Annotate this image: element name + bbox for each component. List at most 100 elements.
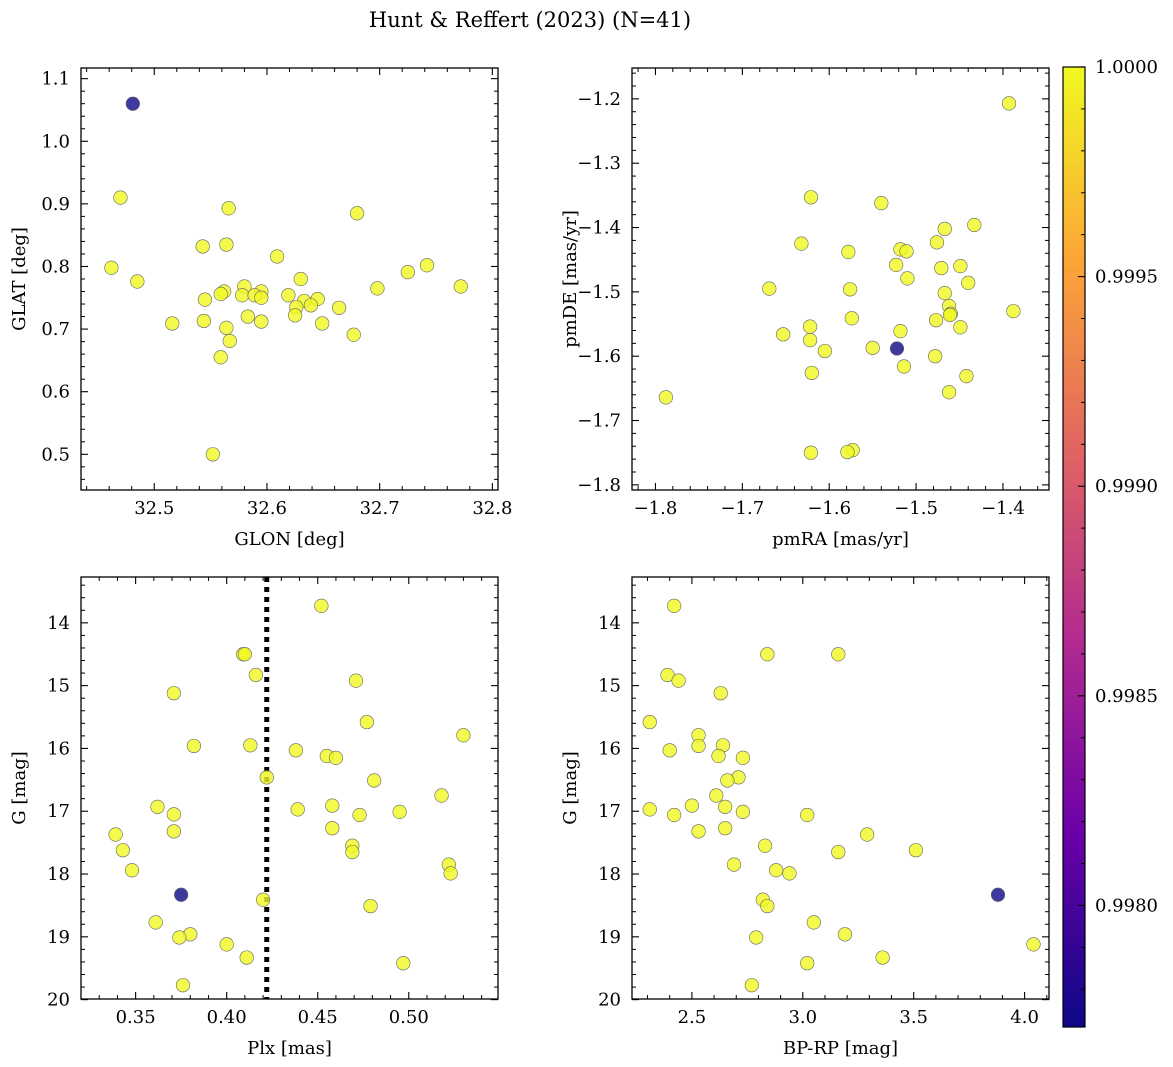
- data-point: [348, 673, 364, 688]
- data-point: [684, 798, 699, 813]
- data-point: [443, 866, 458, 881]
- y-tick-label: 1.0: [41, 131, 70, 152]
- y-tick-label: −1.2: [577, 89, 621, 110]
- data-point: [760, 647, 775, 662]
- data-point: [104, 260, 119, 275]
- data-point: [125, 96, 140, 111]
- data-point: [130, 274, 145, 289]
- x-tick-label: −1.7: [720, 498, 764, 519]
- x-tick-label: −1.5: [894, 498, 938, 519]
- panel-2: −1.8 −1.7 −1.6 −1.5 −1.4 −1.8 −1.7 −1.6 −1.5 −1.4…: [560, 67, 1050, 550]
- data-point: [219, 937, 234, 952]
- data-point: [691, 738, 706, 754]
- data-point: [908, 843, 924, 858]
- data-point: [744, 978, 759, 993]
- data-point: [875, 950, 890, 965]
- data-point: [363, 898, 378, 914]
- y-axis-label: pmDE [mas/yr]: [560, 210, 581, 348]
- data-point: [726, 857, 742, 872]
- data-point: [396, 956, 411, 971]
- y-tick-label: 16: [598, 738, 621, 759]
- data-point: [172, 930, 187, 945]
- data-point: [175, 978, 191, 993]
- data-point: [662, 743, 677, 758]
- data-point: [831, 844, 846, 860]
- axes-frame: [631, 67, 1050, 491]
- data-point: [237, 647, 252, 662]
- data-point: [900, 271, 915, 286]
- data-point: [709, 788, 724, 803]
- y-axis-label: G [mag]: [9, 751, 30, 824]
- data-point: [803, 445, 819, 460]
- data-point: [837, 927, 853, 942]
- data-point: [195, 239, 210, 254]
- data-point: [352, 807, 367, 823]
- data-point: [240, 309, 255, 324]
- x-tick-label: 32.6: [247, 498, 287, 519]
- y-tick-label: 0.6: [41, 382, 70, 403]
- data-point: [953, 259, 968, 274]
- data-point: [782, 866, 797, 881]
- x-axis-label: pmRA [mas/yr]: [772, 529, 909, 550]
- y-tick-label: 0.8: [41, 256, 70, 277]
- x-tick-label: 3.5: [899, 1007, 928, 1028]
- data-point: [735, 804, 751, 819]
- data-point: [248, 667, 263, 683]
- data-point: [325, 821, 340, 836]
- y-tick-label: 14: [598, 613, 621, 634]
- colorbar-tick-label: 0.9985: [1095, 686, 1158, 707]
- data-point: [941, 385, 957, 400]
- data-point: [937, 286, 952, 301]
- data-point: [691, 824, 706, 839]
- data-point: [800, 807, 815, 823]
- data-point: [865, 340, 880, 355]
- data-point: [959, 369, 974, 384]
- data-point: [942, 307, 958, 323]
- data-point: [749, 930, 764, 945]
- data-point: [243, 738, 258, 753]
- data-point: [776, 327, 791, 342]
- data-point: [896, 359, 912, 374]
- data-point: [760, 898, 775, 914]
- y-tick-label: 0.7: [41, 319, 70, 340]
- data-point: [259, 770, 274, 785]
- data-point: [1001, 96, 1017, 111]
- data-point: [290, 802, 305, 817]
- y-tick-label: 15: [598, 676, 621, 697]
- y-tick-label: 20: [47, 990, 70, 1011]
- y-tick-label: −1.4: [577, 218, 621, 239]
- data-point: [844, 311, 859, 326]
- x-tick-label: −1.8: [634, 498, 678, 519]
- data-point: [889, 341, 905, 356]
- data-point: [831, 647, 846, 662]
- data-point: [400, 265, 415, 280]
- data-point: [197, 292, 213, 307]
- data-point: [255, 892, 271, 907]
- y-tick-label: 20: [598, 990, 621, 1011]
- data-point: [148, 915, 163, 930]
- data-point: [270, 249, 285, 264]
- x-tick-label: 0.40: [207, 1007, 247, 1028]
- data-point: [967, 217, 982, 233]
- data-point: [239, 950, 254, 965]
- data-point: [325, 798, 340, 813]
- data-point: [350, 206, 365, 221]
- data-point: [802, 333, 818, 348]
- y-tick-label: 0.9: [41, 194, 70, 215]
- data-point: [219, 237, 234, 252]
- x-axis-label: GLON [deg]: [234, 529, 344, 550]
- y-tick-label: 18: [47, 864, 70, 885]
- data-point: [288, 308, 303, 323]
- y-tick-label: 14: [47, 613, 70, 634]
- panel-1: 32.5 32.6 32.7 32.8 0.5 0.6 0.7 0.8 0.9 1.0 1.1 GLO…: [9, 67, 512, 550]
- data-point: [315, 316, 330, 331]
- data-point: [254, 290, 269, 305]
- data-point: [196, 313, 211, 329]
- y-tick-label: −1.7: [577, 411, 621, 432]
- data-point: [803, 190, 819, 205]
- data-point: [893, 324, 908, 339]
- data-point: [928, 313, 944, 328]
- colorbar: 0.9980 0.9985 0.9990 0.9995 1.0000: [1062, 57, 1158, 1028]
- y-tick-label: 16: [47, 738, 70, 759]
- y-tick-label: 17: [47, 801, 70, 822]
